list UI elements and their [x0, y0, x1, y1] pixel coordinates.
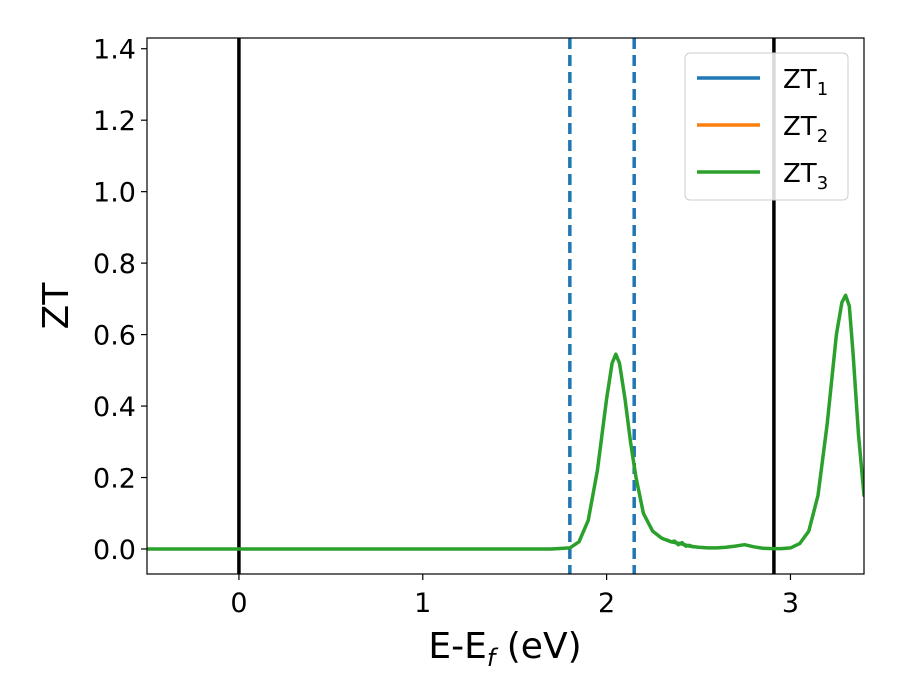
y-axis: 0.0 0.2 0.4 0.6 0.8 1.0 1.2 1.4 — [93, 35, 147, 566]
series-line-0 — [147, 293, 864, 551]
y-tick-label: 1.2 — [93, 106, 136, 137]
y-axis-label: ZT — [36, 282, 77, 330]
x-tick-label: 2 — [598, 588, 615, 619]
legend-label-3: ZT3 — [783, 159, 828, 194]
y-tick-label: 1.0 — [93, 178, 136, 209]
y-tick-label: 0.8 — [93, 249, 136, 280]
x-axis-label-unit: (eV) — [495, 626, 581, 667]
x-tick-label: 3 — [782, 588, 799, 619]
plot-frame — [146, 37, 865, 575]
x-axis-label: E-Ef (eV) — [428, 626, 581, 672]
x-tick-label: 1 — [414, 588, 431, 619]
legend-label-2: ZT2 — [783, 112, 828, 147]
y-tick-label: 0.4 — [93, 392, 136, 423]
x-tick-label: 0 — [230, 588, 247, 619]
y-tick-label: 0.2 — [93, 464, 136, 495]
y-tick-label: 0.6 — [93, 321, 136, 352]
legend-box — [684, 52, 849, 201]
legend: ZT1 ZT2 ZT3 — [684, 52, 849, 201]
y-tick-label: 1.4 — [93, 35, 136, 66]
series-line-1 — [665, 538, 695, 549]
legend-label-1: ZT1 — [783, 65, 828, 100]
x-axis: 0 1 2 3 — [230, 574, 799, 619]
series-layer — [147, 293, 864, 551]
x-axis-label-main: E-E — [428, 626, 486, 667]
y-tick-label: 0.0 — [93, 535, 136, 566]
